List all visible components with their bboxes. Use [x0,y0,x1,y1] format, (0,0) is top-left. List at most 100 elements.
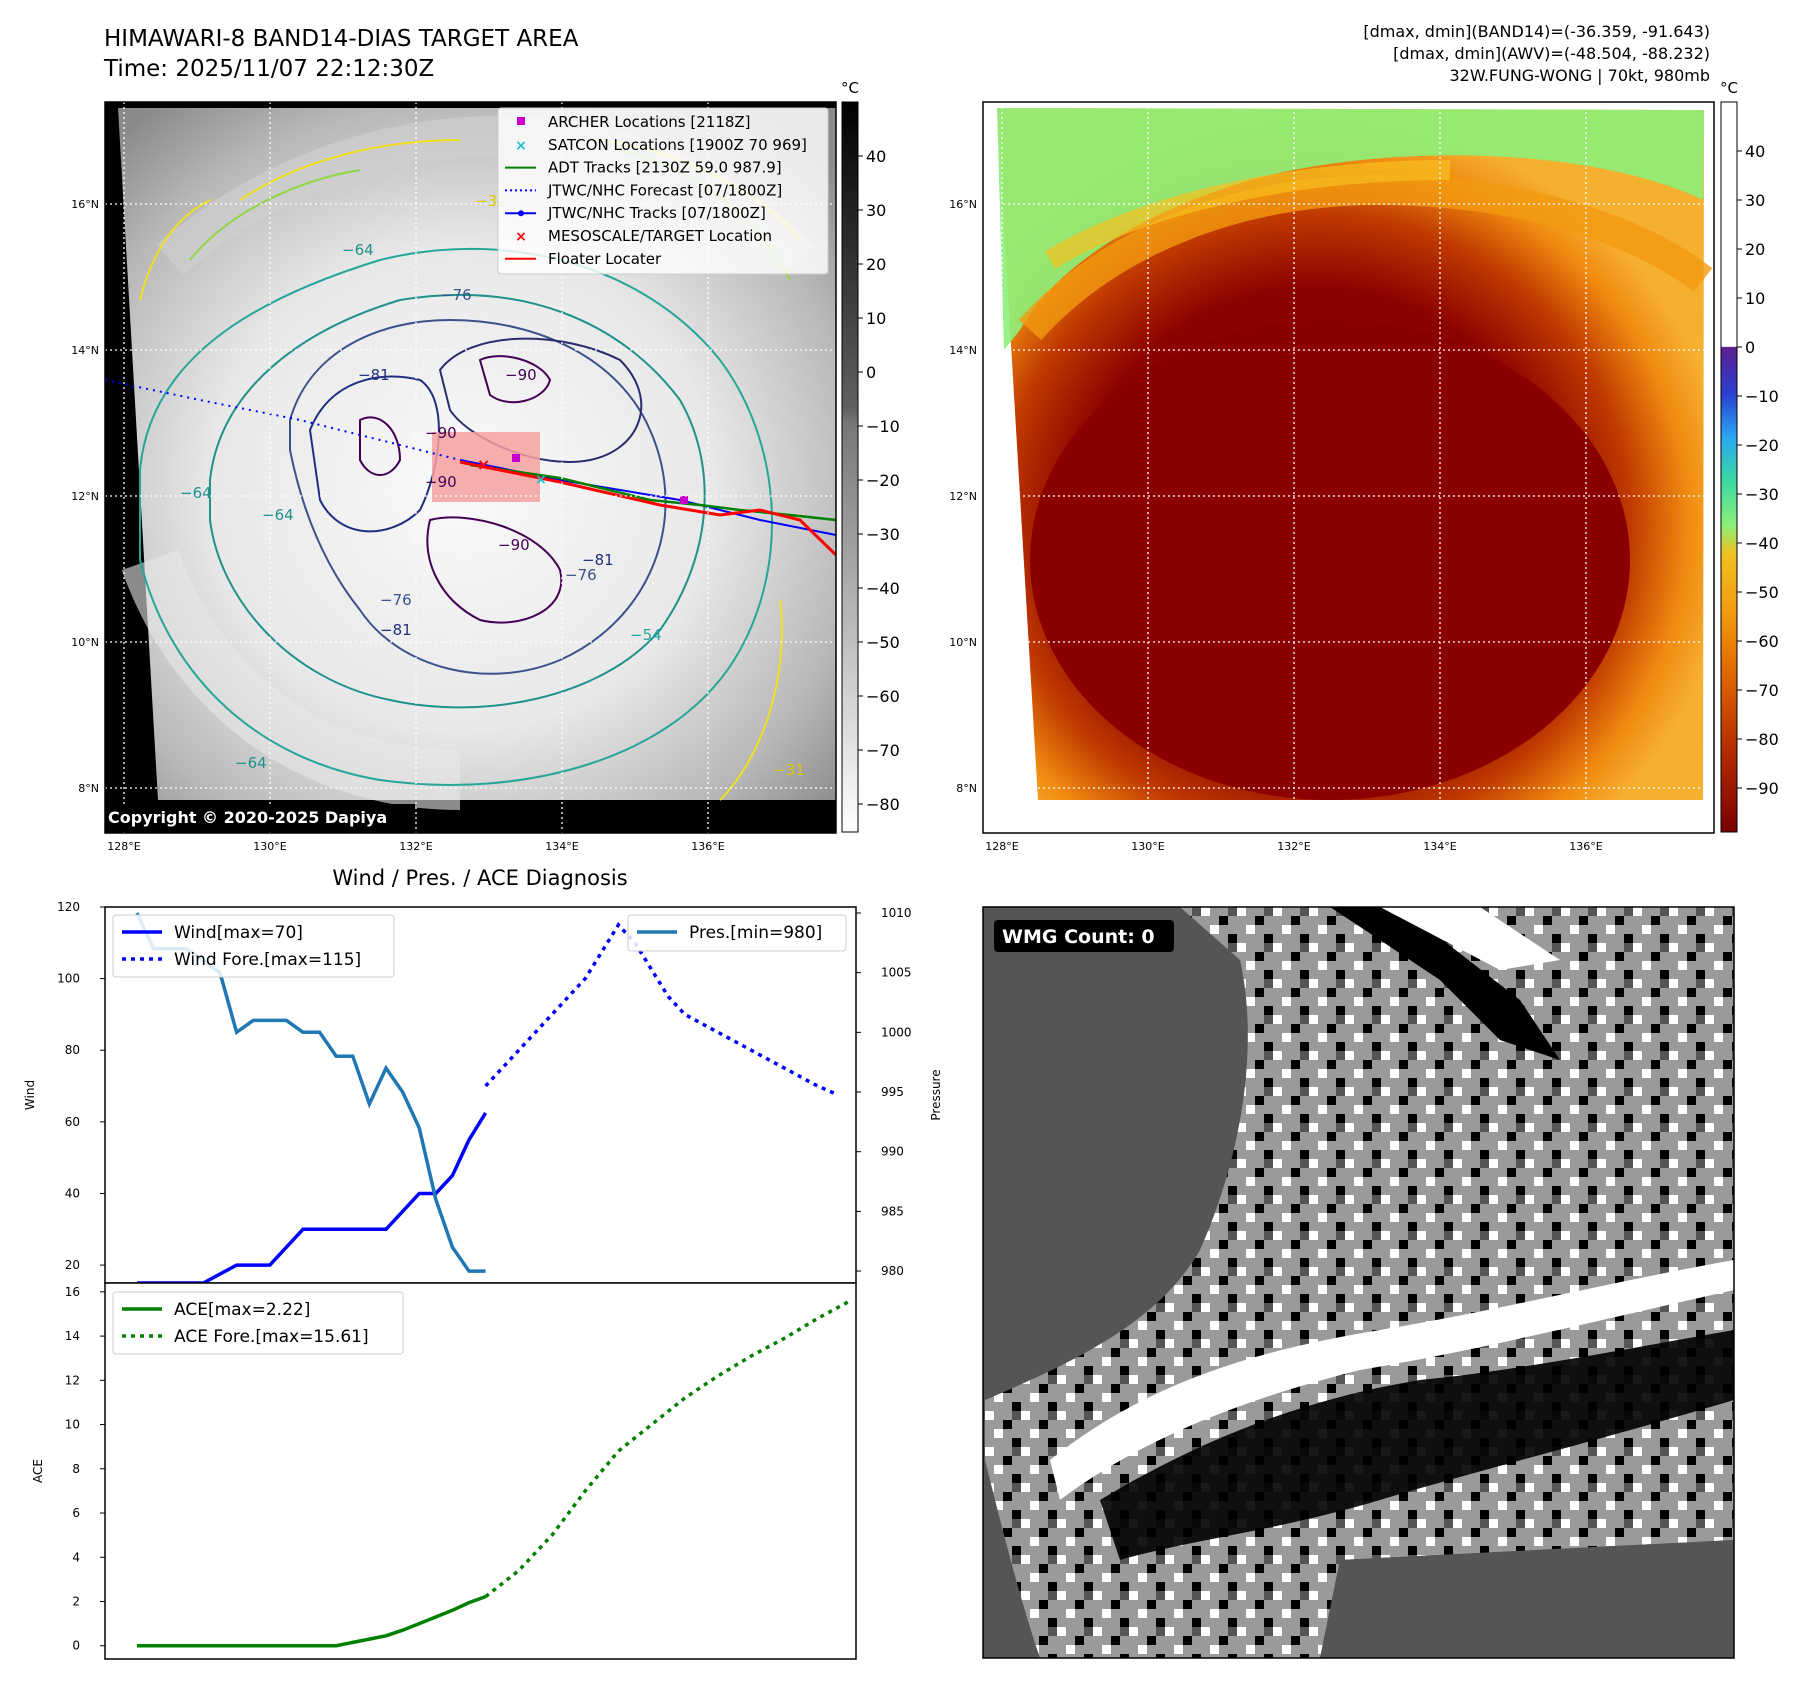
lat-tick-label: 14°N [949,344,977,357]
archer-marker-east [680,496,688,504]
awv-colorbar-ticks: 40 30 20 10 0 −10 −20 −30 −40 −50 −60 −70 −80 −90 [1737,142,1779,798]
colorbar-tick-label: −70 [1745,681,1779,700]
contour-label: −76 [440,286,472,304]
diagnosis-title: Wind / Pres. / ACE Diagnosis [332,866,627,890]
y2-tick-label: 995 [881,1085,904,1099]
copyright-text: Copyright © 2020-2025 Dapiya [108,808,387,827]
y-tick-label: 6 [72,1506,80,1520]
contour-label: −81 [358,366,390,384]
awv-map-frame [982,101,1715,834]
y-tick-label: 60 [65,1115,80,1129]
awv-grid [983,102,1714,833]
wmg-clear-region [1320,1540,1734,1658]
ace-series [137,1298,852,1648]
series-line [484,1298,852,1598]
lon-tick-label: 136°E [1569,840,1602,853]
y-tick-label: 120 [57,900,80,914]
colorbar-tick-label: 40 [1745,142,1765,161]
colorbar-tick-label: −10 [1745,387,1779,406]
ir-lat-ticks: 16°N 14°N 12°N 10°N 8°N [71,198,99,795]
stats-awv: [dmax, dmin](AWV)=(-48.504, -88.232) [1393,44,1710,63]
awv-cold-core [1030,320,1630,800]
awv-dry-region [997,108,1704,350]
awv-lon-ticks: 128°E 130°E 132°E 134°E 136°E [985,840,1602,853]
contour-label: −90 [425,424,457,442]
lat-tick-label: 12°N [71,490,99,503]
pressure-legend: Pres.[min=980] [627,914,847,952]
y-tick-label: 12 [65,1373,80,1387]
lon-tick-label: 132°E [399,840,432,853]
colorbar-tick-label: −80 [866,795,900,814]
wmg-dark-band-south [1100,1330,1734,1560]
contour-minus-64 [209,293,706,709]
wmg-badge [994,920,1174,952]
colorbar-tick-label: −50 [866,633,900,652]
colorbar-tick-label: −20 [1745,436,1779,455]
y-tick-label: 40 [65,1186,80,1200]
y-tick-label: 10 [65,1418,80,1432]
legend-entry: ARCHER Locations [2118Z] [517,113,751,131]
figure-title: HIMAWARI-8 BAND14-DIAS TARGET AREA [104,26,579,52]
colorbar-tick-label: 40 [866,147,886,166]
legend-square-icon [517,117,525,125]
lon-tick-label: 128°E [985,840,1018,853]
colorbar-tick-label: 30 [866,201,886,220]
ir-lon-ticks: 128°E 130°E 132°E 134°E 136°E [107,840,724,853]
colorbar-tick-label: 30 [1745,191,1765,210]
colorbar-tick-label: 10 [1745,289,1765,308]
ir-map-panel: × × −90 −90 −90 −90 −76 −76 −76 −64 −64 −64 −64 −54… [71,79,900,853]
legend-label: Pres.[min=980] [689,923,822,943]
lon-tick-label: 132°E [1277,840,1310,853]
colorbar-tick-label: −50 [1745,583,1779,602]
wind-pressure-panel: Wind / Pres. / ACE Diagnosis 20 40 60 80 100… [23,866,943,1285]
lon-tick-label: 134°E [1423,840,1456,853]
ir-colorbar-ticks: 40 30 20 10 0 −10 −20 −30 −40 −50 −60 −70 −80 [858,147,900,814]
legend-label: SATCON Locations [1900Z 70 969] [548,136,807,154]
ace-y-ticks: 0 2 4 6 8 10 12 14 16 [65,1285,105,1653]
ace-ylabel: ACE [31,1459,45,1483]
adt-track [469,463,836,522]
wmg-white-band-north [1380,907,1560,970]
y-tick-label: 0 [72,1639,80,1653]
y2-tick-label: 990 [881,1145,904,1159]
legend-entry: Floater Locater [505,250,662,268]
contour-label: −81 [582,551,614,569]
contour-minus-54 [139,247,773,786]
awv-lat-ticks: 16°N 14°N 12°N 10°N 8°N [949,198,977,795]
colorbar-tick-label: −90 [1745,779,1779,798]
legend-label: Wind Fore.[max=115] [174,950,361,970]
y-tick-label: 16 [65,1285,80,1299]
legend-label: MESOSCALE/TARGET Location [548,227,772,245]
colorbar-tick-label: 20 [1745,240,1765,259]
colorbar-tick-label: −10 [866,417,900,436]
copyright-box [105,804,415,830]
lon-tick-label: 130°E [253,840,286,853]
contour-label: −54 [630,626,662,644]
wmg-badge-text: WMG Count: 0 [1002,926,1155,948]
colorbar-tick-label: −40 [1745,534,1779,553]
legend-box [112,914,395,978]
lon-tick-label: 130°E [1131,840,1164,853]
contour-label: −90 [498,536,530,554]
legend-label: ACE Fore.[max=15.61] [174,1327,369,1347]
ir-map-frame [104,101,837,834]
y-tick-label: 100 [57,972,80,986]
legend-entry: JTWC/NHC Tracks [07/1800Z] [505,204,766,222]
contour-label: −90 [425,473,457,491]
lon-tick-label: 128°E [107,840,140,853]
colorbar-tick-label: −80 [1745,730,1779,749]
contour-minus-76 [289,318,667,675]
contour-label: −64 [262,506,294,524]
figure-time: Time: 2025/11/07 22:12:30Z [104,56,435,82]
y-tick-label: 80 [65,1043,80,1057]
lat-tick-label: 16°N [71,198,99,211]
legend-label: ADT Tracks [2130Z 59.0 987.9] [548,159,782,177]
y-tick-label: 14 [65,1329,80,1343]
ace-legend: ACE[max=2.22] ACE Fore.[max=15.61] [112,1291,404,1355]
legend-entry: JTWC/NHC Forecast [07/1800Z] [505,181,782,199]
y-tick-label: 20 [65,1258,80,1272]
y2-tick-label: 985 [881,1204,904,1218]
archer-marker [512,454,520,462]
y2-tick-label: 1010 [881,906,912,920]
